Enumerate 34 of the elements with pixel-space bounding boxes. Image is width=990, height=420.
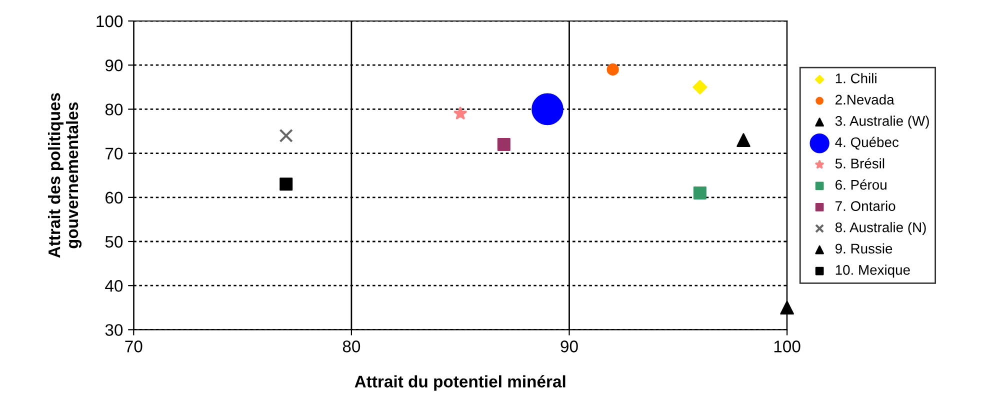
y-tick-label: 30 (105, 324, 123, 336)
point (606, 63, 619, 76)
point (497, 138, 510, 151)
legend-label: 5. Brésil (835, 158, 884, 168)
x-axis-title: Attrait du potentiel minéral (354, 375, 566, 391)
legend-label: 8. Australie (N) (835, 222, 926, 236)
point (693, 186, 706, 200)
legend-label: 2.Nevada (836, 94, 894, 105)
legend-label: 6. Pérou (836, 179, 886, 190)
point (280, 178, 293, 191)
point (692, 80, 708, 94)
point (780, 300, 794, 315)
y-axis-title: Attrait des politiques gouvernementales (48, 93, 82, 258)
y-tick-label: 70 (106, 148, 123, 160)
legend-label: 10. Mexique (836, 264, 910, 278)
x-tick-label: 100 (774, 340, 800, 352)
legend-label: 7. Ontario (836, 200, 896, 211)
legend-label: 1. Chili (836, 73, 876, 84)
y-tick-label: 100 (96, 15, 123, 28)
point (454, 106, 467, 120)
y-tick-label: 90 (105, 60, 123, 72)
x-tick-label: 80 (342, 340, 360, 352)
x-tick-label: 70 (125, 340, 142, 352)
y-tick-label: 60 (106, 192, 123, 204)
y-tick-label: 80 (105, 104, 123, 116)
legend-label: 9. Russie (835, 243, 892, 254)
y-tick-label: 40 (105, 280, 123, 292)
point (279, 128, 293, 143)
y-tick-label: 50 (105, 236, 123, 248)
legend-label: 4. Québec (835, 136, 899, 150)
point (736, 133, 750, 147)
point (532, 93, 564, 126)
x-tick-label: 90 (560, 340, 578, 352)
legend-label: 3. Australie (W) (835, 116, 929, 129)
